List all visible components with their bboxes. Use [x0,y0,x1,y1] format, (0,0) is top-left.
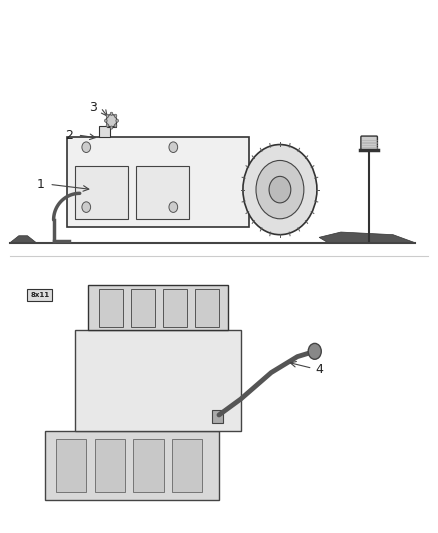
FancyBboxPatch shape [131,289,155,327]
Circle shape [110,112,113,115]
FancyBboxPatch shape [136,166,188,219]
FancyBboxPatch shape [99,289,123,327]
FancyBboxPatch shape [56,439,86,492]
Circle shape [256,160,304,219]
Text: 8x11: 8x11 [30,292,49,298]
FancyBboxPatch shape [27,289,52,302]
Circle shape [82,142,91,152]
FancyBboxPatch shape [99,126,110,136]
Polygon shape [88,285,228,330]
Circle shape [106,114,117,127]
Circle shape [114,114,117,117]
Text: 1: 1 [37,178,45,191]
Text: 4: 4 [315,364,323,376]
Circle shape [243,144,317,235]
Polygon shape [75,330,241,431]
Text: 3: 3 [89,101,97,114]
FancyBboxPatch shape [194,289,219,327]
Circle shape [105,119,107,122]
FancyBboxPatch shape [95,439,125,492]
FancyBboxPatch shape [172,439,202,492]
FancyBboxPatch shape [107,120,116,127]
Circle shape [114,124,117,127]
Circle shape [308,343,321,359]
FancyBboxPatch shape [67,136,250,227]
Polygon shape [319,232,415,243]
Circle shape [110,126,113,129]
Circle shape [116,119,118,122]
Polygon shape [45,431,219,500]
FancyBboxPatch shape [133,439,164,492]
Circle shape [82,202,91,213]
Circle shape [269,176,291,203]
Text: 2: 2 [65,128,73,141]
FancyBboxPatch shape [361,136,378,150]
FancyBboxPatch shape [212,410,223,423]
Polygon shape [10,236,36,243]
Circle shape [106,124,109,127]
Circle shape [169,142,178,152]
FancyBboxPatch shape [75,166,127,219]
Circle shape [106,114,109,117]
Circle shape [169,202,178,213]
FancyBboxPatch shape [163,289,187,327]
